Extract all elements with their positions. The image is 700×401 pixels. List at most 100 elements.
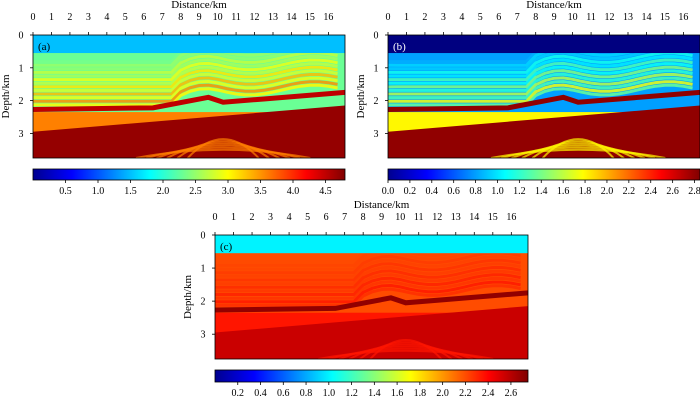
colorbar-tick-label: 1.0 [491,186,504,197]
x-tick-label: 16 [678,12,688,23]
colorbar-tick-label: 0.8 [469,186,482,197]
layer-band [388,65,693,89]
x-tick-label: 2 [250,212,255,223]
layer-band [33,51,338,74]
colorbar-tick-label: 1.5 [124,186,137,197]
water-layer [33,35,345,54]
layer-band [215,255,521,278]
x-tick-label: 13 [451,212,461,223]
colorbar-tick-label: 1.8 [579,186,592,197]
velocity-field [33,35,345,158]
x-tick-label: 3 [268,212,273,223]
layer-band [388,51,693,74]
layer-band [33,83,338,107]
layer-band [33,69,338,92]
x-tick-label: 8 [361,212,366,223]
x-tick-label: 7 [342,212,347,223]
colorbar-tick-label: 2.0 [157,186,170,197]
y-tick-label: 1 [19,63,24,74]
x-tick-label: 14 [286,12,296,23]
layer-band [215,258,521,282]
velocity-panel-2: 0 1 2 3 4 5 6 7 8 9 10 11 12 13 14 15 16Distance/km0123D… [182,199,529,399]
x-tick-label: 1 [49,12,54,23]
y-tick-label: 3 [374,129,379,140]
layer-band [215,262,521,286]
x-tick-label: 14 [641,12,651,23]
x-tick-label: 11 [231,12,241,23]
y-tick-label: 2 [19,96,24,107]
x-tick-label: 11 [414,212,424,223]
x-tick-label: 7 [160,12,165,23]
x-tick-label: 12 [432,212,442,223]
x-tick-label: 1 [231,212,236,223]
colorbar-tick-label: 2.2 [459,388,472,399]
colorbar-tick-label: 0.6 [447,186,460,197]
x-tick-label: 7 [515,12,520,23]
high-velocity-layer [33,89,345,112]
x-tick-label: 4 [459,12,464,23]
x-tick-label: 16 [323,12,333,23]
x-tick-label: 12 [605,12,615,23]
x-tick-label: 2 [422,12,427,23]
y-tick-label: 1 [374,63,379,74]
x-tick-label: 13 [268,12,278,23]
x-tick-label: 15 [488,212,498,223]
colorbar-tick-label: 2.5 [189,186,202,197]
velocity-field [388,35,700,158]
colorbar-tick-label: 1.0 [92,186,105,197]
plot-frame [214,234,529,360]
colorbar [214,369,529,383]
anticline-arc [318,349,494,359]
layer-band [33,58,338,82]
x-tick-label: 14 [469,212,479,223]
basement [215,306,528,359]
x-tick-label: 5 [305,212,310,223]
y-tick-label: 0 [19,31,24,42]
colorbar-tick-label: 3.5 [254,186,267,197]
velocity-panel-1: 0 1 2 3 4 5 6 7 8 9 10 11 12 13 14 15 16Distance/km0123D… [355,0,700,197]
y-tick-label: 1 [201,264,206,275]
colorbar-tick-label: 2.0 [436,388,449,399]
x-tick-label: 6 [324,212,329,223]
x-tick-label: 15 [305,12,315,23]
y-tick-label: 2 [374,96,379,107]
x-axis-title: Distance/km [354,199,410,211]
plot-frame [32,34,346,159]
colorbar-tick-label: 1.4 [535,186,548,197]
layer-band [215,266,521,289]
y-tick-label: 0 [374,31,379,42]
layer-band [215,251,521,275]
panel-label: (b) [393,41,406,53]
colorbar-tick-label: 0.6 [277,388,290,399]
layer-band [33,62,338,85]
layer-band [388,58,693,82]
anticline-arc [135,148,311,158]
layer-band [215,280,521,304]
layer-band [388,62,693,85]
layer-band [33,80,338,103]
x-tick-label: 10 [213,12,223,23]
colorbar-tick-label: 1.2 [513,186,526,197]
colorbar-tick-label: 2.6 [505,388,518,399]
colorbar-tick-label: 0.2 [404,186,417,197]
colorbar-tick-label: 4.5 [319,186,332,197]
x-tick-label: 16 [506,212,516,223]
layer-band [33,76,338,100]
x-tick-label: 13 [623,12,633,23]
water-layer [388,35,700,54]
colorbar-tick-label: 1.4 [368,388,381,399]
colorbar-tick-label: 2.4 [482,388,495,399]
colorbar-tick-label: 3.0 [222,186,235,197]
x-tick-label: 3 [86,12,91,23]
x-tick-label: 5 [478,12,483,23]
colorbar-tick-label: 1.8 [414,388,427,399]
x-tick-label: 10 [395,212,405,223]
layer-band [388,69,693,92]
colorbar-tick-label: 1.6 [391,388,404,399]
x-tick-label: 0 [213,212,218,223]
colorbar-tick-label: 2.6 [666,186,679,197]
layer-band [215,273,521,297]
x-tick-label: 5 [123,12,128,23]
colorbar-tick-label: 0.2 [232,388,245,399]
